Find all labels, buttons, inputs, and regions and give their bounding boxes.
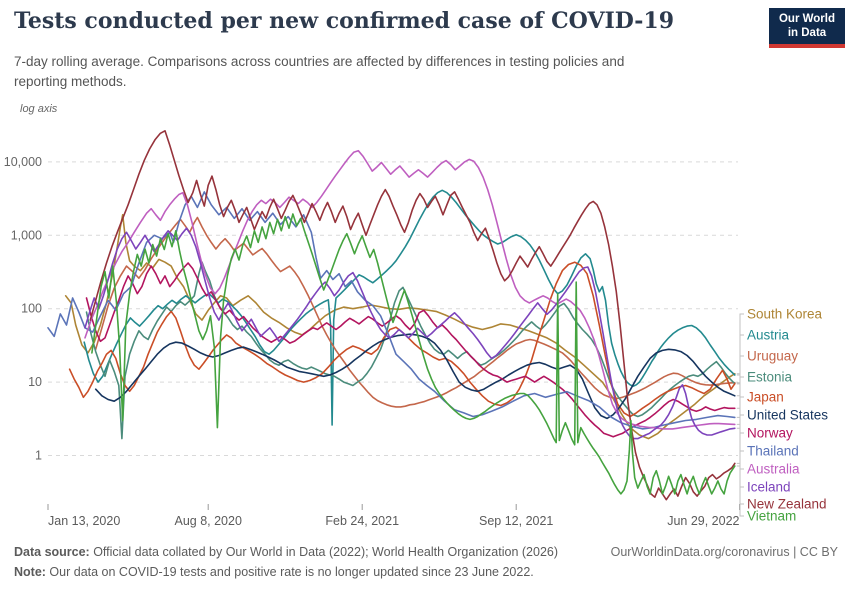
legend-label-australia[interactable]: Australia (747, 462, 800, 477)
y-axis-tick-label: 10 (28, 375, 42, 389)
legend-label-japan[interactable]: Japan (747, 390, 784, 405)
legend-connector-united-states (736, 395, 744, 416)
legend-label-norway[interactable]: Norway (747, 426, 793, 441)
legend-label-iceland[interactable]: Iceland (747, 480, 791, 495)
log-axis-label: log axis (20, 103, 58, 115)
x-axis-tick-label: Feb 24, 2021 (325, 514, 399, 528)
legend-connector-uruguay (736, 355, 744, 384)
legend-label-new-zealand[interactable]: New Zealand (747, 497, 827, 512)
x-axis-tick-label: Jan 13, 2020 (48, 514, 120, 528)
data-source-label: Data source: (14, 545, 90, 559)
series-line-south-korea[interactable] (64, 214, 736, 440)
legend-label-estonia[interactable]: Estonia (747, 370, 793, 385)
note-label: Note: (14, 565, 46, 579)
legend-label-united-states[interactable]: United States (747, 408, 828, 423)
y-axis-tick-label: 10,000 (4, 155, 42, 169)
data-source-line: Data source: Official data collated by O… (14, 545, 558, 559)
legend-label-south-korea[interactable]: South Korea (747, 307, 823, 322)
legend-label-austria[interactable]: Austria (747, 328, 790, 343)
note-line: Note: Our data on COVID-19 tests and pos… (14, 565, 838, 579)
legend-connector-japan (736, 383, 744, 398)
x-axis-tick-label: Aug 8, 2020 (174, 514, 241, 528)
legend-connector-iceland (736, 427, 744, 488)
owid-link[interactable]: OurWorldinData.org/coronavirus | CC BY (610, 545, 838, 559)
x-axis-tick-label: Jun 29, 2022 (667, 514, 739, 528)
legend-label-thailand[interactable]: Thailand (747, 444, 799, 459)
chart-subtitle: 7-day rolling average. Comparisons acros… (14, 54, 625, 90)
series-line-vietnam[interactable] (91, 213, 736, 495)
owid-logo-line2: in Data (787, 27, 827, 39)
x-axis-tick-label: Sep 12, 2021 (479, 514, 553, 528)
legend-label-vietnam[interactable]: Vietnam (747, 509, 796, 524)
note-text: Our data on COVID-19 tests and positive … (45, 565, 534, 579)
y-axis-tick-label: 100 (21, 302, 42, 316)
series-line-australia[interactable] (84, 149, 736, 430)
y-axis-tick-label: 1,000 (11, 228, 42, 242)
data-source-text: Official data collated by Our World in D… (89, 545, 559, 559)
chart-footer: Data source: Official data collated by O… (14, 545, 838, 579)
legend-label-uruguay[interactable]: Uruguay (747, 349, 798, 364)
series-line-united-states[interactable] (94, 333, 736, 420)
series-line-uruguay[interactable] (94, 216, 736, 408)
owid-logo-line1: Our World (778, 12, 835, 25)
series-line-thailand[interactable] (47, 191, 736, 430)
series-line-iceland[interactable] (84, 227, 736, 440)
legend-connector-austria (736, 334, 744, 376)
y-axis-tick-label: 1 (35, 449, 42, 463)
legend-connector-vietnam (736, 465, 744, 517)
page-title: Tests conducted per new confirmed case o… (14, 8, 675, 34)
owid-logo[interactable]: Our World in Data (769, 8, 845, 48)
